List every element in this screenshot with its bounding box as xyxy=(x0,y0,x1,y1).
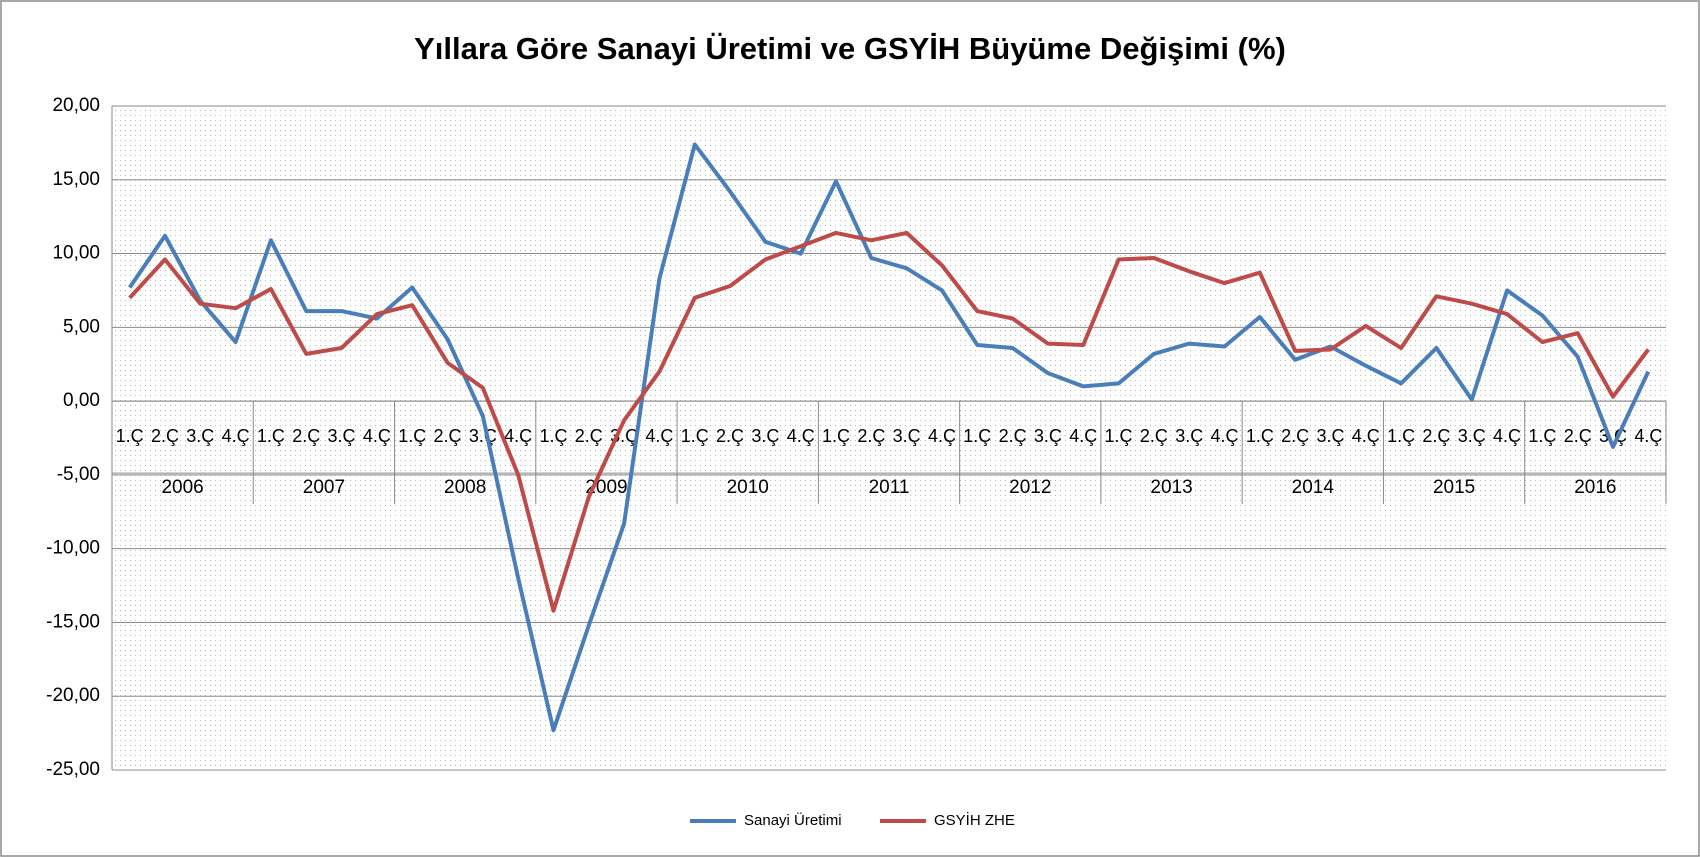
x-tick-label: 1.Ç xyxy=(1105,426,1133,446)
x-tick-label: 4.Ç xyxy=(1069,426,1097,446)
legend-label: GSYİH ZHE xyxy=(934,811,1015,829)
x-tick-label: 2.Ç xyxy=(292,426,320,446)
x-tick-label: 1.Ç xyxy=(257,426,285,446)
x-tick-label: 4.Ç xyxy=(222,426,250,446)
x-group-label: 2006 xyxy=(161,477,203,498)
x-group-label: 2008 xyxy=(444,477,486,498)
y-tick-label: 20,00 xyxy=(52,95,100,116)
x-group-label: 2012 xyxy=(1009,477,1051,498)
x-tick-label: 1.Ç xyxy=(681,426,709,446)
x-tick-label: 1.Ç xyxy=(822,426,850,446)
y-tick-label: 5,00 xyxy=(63,316,100,337)
y-tick-label: -25,00 xyxy=(46,759,100,780)
x-tick-label: 4.Ç xyxy=(787,426,815,446)
x-tick-label: 2.Ç xyxy=(1422,426,1450,446)
x-tick-label: 4.Ç xyxy=(928,426,956,446)
x-tick-label: 2.Ç xyxy=(575,426,603,446)
x-tick-label: 2.Ç xyxy=(1281,426,1309,446)
x-tick-label: 4.Ç xyxy=(645,426,673,446)
x-group-label: 2015 xyxy=(1433,477,1475,498)
x-tick-label: 1.Ç xyxy=(963,426,991,446)
x-tick-label: 3.Ç xyxy=(1175,426,1203,446)
x-tick-label: 4.Ç xyxy=(1211,426,1239,446)
x-group-label: 2010 xyxy=(727,477,769,498)
plot-area xyxy=(112,106,1666,770)
y-tick-label: -15,00 xyxy=(46,611,100,632)
x-tick-label: 4.Ç xyxy=(1352,426,1380,446)
y-tick-label: -5,00 xyxy=(57,464,100,485)
x-tick-label: 3.Ç xyxy=(893,426,921,446)
x-tick-label: 2.Ç xyxy=(1140,426,1168,446)
legend-label: Sanayi Üretimi xyxy=(744,811,842,829)
x-tick-label: 2.Ç xyxy=(857,426,885,446)
x-tick-label: 3.Ç xyxy=(1458,426,1486,446)
x-tick-label: 1.Ç xyxy=(398,426,426,446)
x-tick-label: 4.Ç xyxy=(1493,426,1521,446)
y-tick-label: 15,00 xyxy=(52,169,100,190)
x-tick-label: 3.Ç xyxy=(1034,426,1062,446)
x-tick-label: 3.Ç xyxy=(469,426,497,446)
x-tick-label: 2.Ç xyxy=(434,426,462,446)
x-tick-label: 4.Ç xyxy=(1634,426,1662,446)
x-tick-label: 1.Ç xyxy=(539,426,567,446)
x-group-label: 2011 xyxy=(869,477,910,498)
x-group-label: 2016 xyxy=(1574,477,1616,498)
y-tick-label: 10,00 xyxy=(52,243,100,264)
x-tick-label: 3.Ç xyxy=(1316,426,1344,446)
x-tick-label: 4.Ç xyxy=(363,426,391,446)
y-tick-label: 0,00 xyxy=(63,390,100,411)
x-group-label: 2014 xyxy=(1292,477,1335,498)
x-tick-label: 3.Ç xyxy=(186,426,214,446)
x-group-label: 2007 xyxy=(303,477,345,498)
chart-title: Yıllara Göre Sanayi Üretimi ve GSYİH Büy… xyxy=(414,31,1286,66)
y-tick-label: -20,00 xyxy=(46,685,100,706)
x-tick-label: 4.Ç xyxy=(504,426,532,446)
x-tick-label: 1.Ç xyxy=(1528,426,1556,446)
x-tick-label: 2.Ç xyxy=(999,426,1027,446)
x-tick-label: 2.Ç xyxy=(716,426,744,446)
x-tick-label: 3.Ç xyxy=(328,426,356,446)
x-tick-label: 2.Ç xyxy=(151,426,179,446)
y-tick-label: -10,00 xyxy=(46,538,100,559)
x-tick-label: 1.Ç xyxy=(1246,426,1274,446)
x-tick-label: 1.Ç xyxy=(116,426,144,446)
x-tick-label: 3.Ç xyxy=(751,426,779,446)
x-tick-label: 2.Ç xyxy=(1564,426,1592,446)
x-group-label: 2013 xyxy=(1150,477,1192,498)
series-line xyxy=(128,230,1650,613)
x-tick-label: 1.Ç xyxy=(1387,426,1415,446)
